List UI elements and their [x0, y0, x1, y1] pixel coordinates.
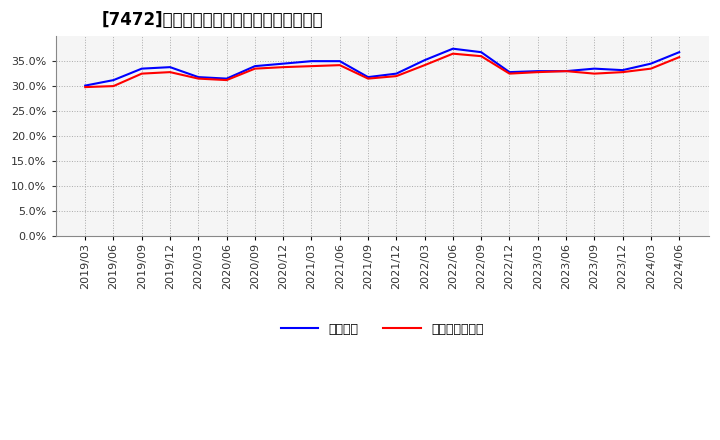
Text: [7472]　固定比率、固定長期適合率の推移: [7472] 固定比率、固定長期適合率の推移 [102, 11, 323, 29]
固定比率 [562, 69, 570, 74]
固定長期適合率 [279, 65, 287, 70]
固定比率 [590, 66, 598, 71]
固定長期適合率 [534, 70, 542, 75]
固定比率 [477, 50, 485, 55]
固定比率 [307, 59, 316, 64]
固定長期適合率 [364, 76, 372, 81]
固定比率 [166, 65, 174, 70]
固定長期適合率 [251, 66, 259, 71]
固定長期適合率 [109, 84, 118, 89]
固定比率 [618, 67, 627, 73]
固定長期適合率 [647, 66, 655, 71]
固定比率 [364, 74, 372, 80]
固定比率 [505, 70, 514, 75]
固定長期適合率 [590, 71, 598, 76]
固定長期適合率 [307, 63, 316, 69]
固定比率 [251, 63, 259, 69]
固定長期適合率 [562, 69, 570, 74]
固定比率 [109, 77, 118, 83]
固定比率 [336, 59, 344, 64]
固定長期適合率 [477, 54, 485, 59]
固定比率 [81, 83, 89, 88]
Line: 固定長期適合率: 固定長期適合率 [85, 54, 679, 87]
固定比率 [279, 61, 287, 66]
固定比率 [222, 76, 231, 81]
固定比率 [392, 71, 400, 76]
固定長期適合率 [81, 84, 89, 90]
Line: 固定比率: 固定比率 [85, 49, 679, 86]
固定比率 [420, 58, 429, 63]
固定長期適合率 [222, 77, 231, 83]
固定比率 [647, 61, 655, 66]
固定長期適合率 [449, 51, 457, 56]
固定長期適合率 [194, 76, 202, 81]
固定長期適合率 [166, 70, 174, 75]
固定長期適合率 [618, 70, 627, 75]
Legend: 固定比率, 固定長期適合率: 固定比率, 固定長期適合率 [276, 318, 488, 341]
固定比率 [449, 46, 457, 51]
固定長期適合率 [336, 62, 344, 68]
固定長期適合率 [505, 71, 514, 76]
固定長期適合率 [675, 55, 683, 60]
固定長期適合率 [392, 73, 400, 79]
固定比率 [138, 66, 146, 71]
固定長期適合率 [420, 62, 429, 68]
固定比率 [675, 50, 683, 55]
固定比率 [534, 69, 542, 74]
固定比率 [194, 74, 202, 80]
固定長期適合率 [138, 71, 146, 76]
